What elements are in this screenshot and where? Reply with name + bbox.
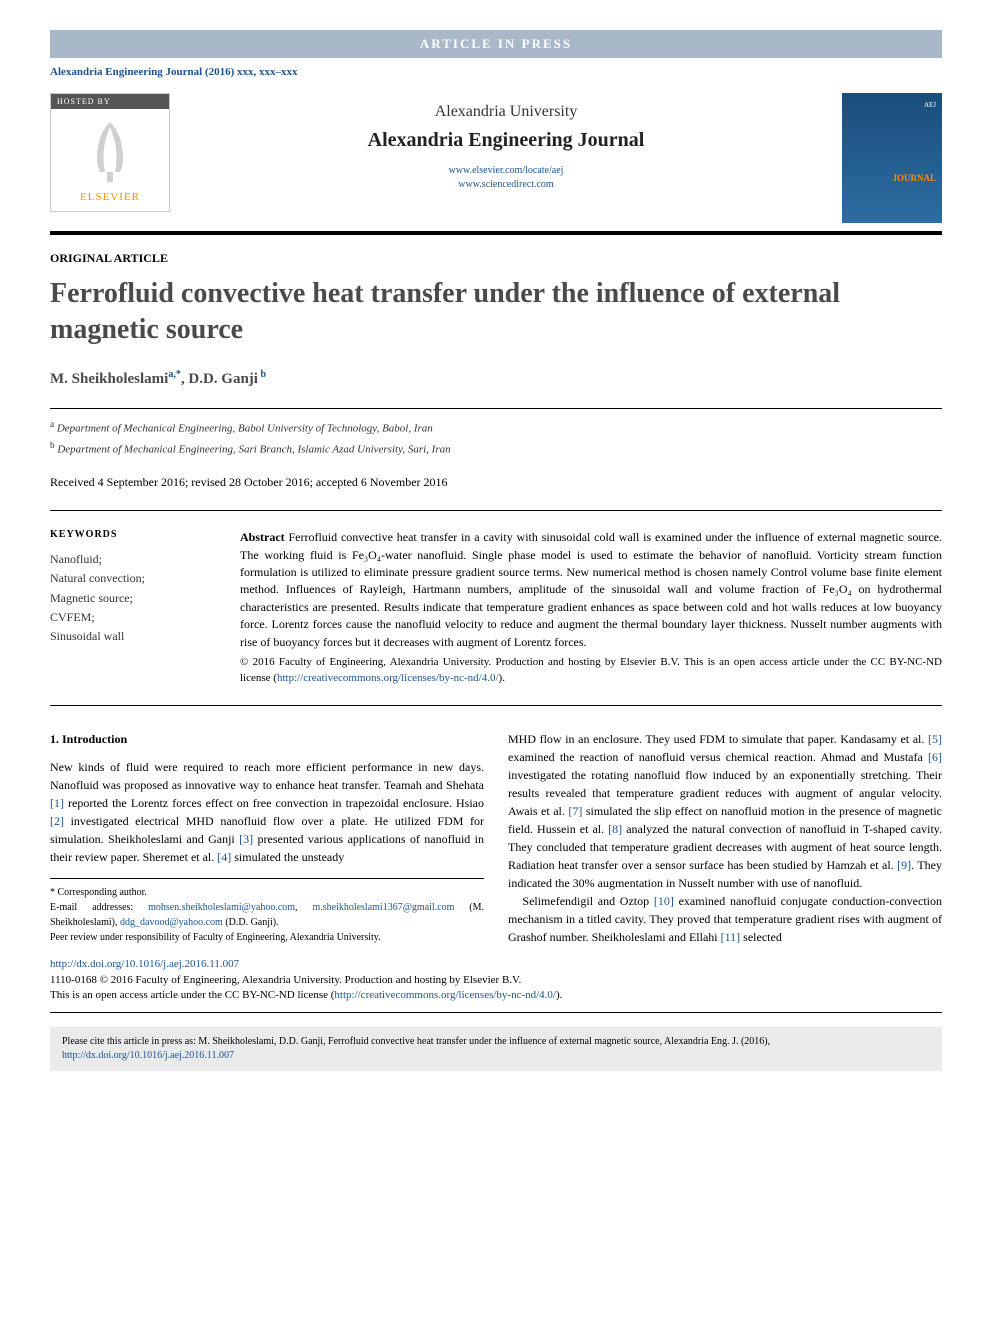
header-center: Alexandria University Alexandria Enginee… [170,93,842,202]
text: Selimefendigil and Oztop [522,894,653,908]
article-in-press-banner: ARTICLE IN PRESS [50,30,942,58]
text: MHD flow in an enclosure. They used FDM … [508,732,928,746]
keywords-heading: KEYWORDS [50,529,220,540]
body-columns: 1. Introduction New kinds of fluid were … [50,730,942,946]
ref-6[interactable]: [6] [928,750,942,764]
text: examined the reaction of nanofluid versu… [508,750,928,764]
affiliation-a: Department of Mechanical Engineering, Ba… [57,422,433,434]
corresponding-author-note: * Corresponding author. [50,885,484,900]
elsevier-name: ELSEVIER [80,191,140,203]
peer-review-note: Peer review under responsibility of Facu… [50,930,484,945]
article-title: Ferrofluid convective heat transfer unde… [50,276,942,349]
ref-5[interactable]: [5] [928,732,942,746]
publisher-box: HOSTED BY ELSEVIER [50,93,170,212]
elsevier-logo: ELSEVIER [51,109,169,211]
ref-8[interactable]: [8] [608,822,622,836]
doi-link[interactable]: http://dx.doi.org/10.1016/j.aej.2016.11.… [50,958,942,970]
intro-paragraph-1: New kinds of fluid were required to reac… [50,758,484,866]
cover-code: AEJ [924,101,936,109]
divider [50,705,942,706]
authors: M. Sheikholeslamia,*, D.D. Ganji b [50,369,942,388]
author-2: , D.D. Ganji [181,371,258,387]
abstract-block: KEYWORDS Nanofluid; Natural convection; … [50,529,942,687]
cite-text: Please cite this article in press as: M.… [62,1036,770,1047]
footer-copyright: 1110-0168 © 2016 Faculty of Engineering,… [50,973,942,1004]
intro-paragraph-3: Selimefendigil and Oztop [10] examined n… [508,892,942,946]
email-2[interactable]: m.sheikholeslami1367@gmail.com [312,902,454,913]
text: selected [740,930,782,944]
section-intro-heading: 1. Introduction [50,730,484,748]
text: , [295,902,312,913]
keywords-column: KEYWORDS Nanofluid; Natural convection; … [50,529,220,687]
abstract-copyright: © 2016 Faculty of Engineering, Alexandri… [240,655,942,687]
journal-links: www.elsevier.com/locate/aej www.scienced… [190,164,822,192]
footer-license-link[interactable]: http://creativecommons.org/licenses/by-n… [334,989,556,1001]
ref-7[interactable]: [7] [568,804,582,818]
author-1: M. Sheikholeslami [50,371,168,387]
divider-thick [50,231,942,235]
ref-1[interactable]: [1] [50,796,64,810]
article-dates: Received 4 September 2016; revised 28 Oc… [50,475,942,490]
abstract-text: Ferrofluid convective heat transfer in a… [240,530,942,648]
journal-name: Alexandria Engineering Journal [190,129,822,152]
emails-label: E-mail addresses: [50,902,148,913]
text: simulated the unsteady [231,850,344,864]
ref-9[interactable]: [9] [897,858,911,872]
divider [50,408,942,409]
hosted-by-label: HOSTED BY [51,94,169,109]
citation-box: Please cite this article in press as: M.… [50,1027,942,1071]
email-addresses: E-mail addresses: mohsen.sheikholeslami@… [50,900,484,930]
footnotes: * Corresponding author. E-mail addresses… [50,878,484,945]
university-name: Alexandria University [190,103,822,121]
journal-cover: AEJ JOURNAL [842,93,942,223]
affiliation-b: Department of Mechanical Engineering, Sa… [57,444,450,456]
ref-3[interactable]: [3] [239,832,253,846]
journal-link-elsevier[interactable]: www.elsevier.com/locate/aej [449,165,564,176]
affiliations: a Department of Mechanical Engineering, … [50,417,942,460]
elsevier-tree-icon [80,117,140,187]
author-1-affil: a, [168,369,176,380]
ref-11[interactable]: [11] [721,930,741,944]
footer-license-text: This is an open access article under the… [50,989,334,1001]
journal-header: HOSTED BY ELSEVIER Alexandria University… [50,93,942,223]
ref-10[interactable]: [10] [654,894,674,908]
journal-link-sciencedirect[interactable]: www.sciencedirect.com [458,179,553,190]
article-type: ORIGINAL ARTICLE [50,251,942,266]
text: New kinds of fluid were required to reac… [50,760,484,792]
column-right: MHD flow in an enclosure. They used FDM … [508,730,942,946]
email-3[interactable]: ddg_davood@yahoo.com [120,917,223,928]
cover-journal-text: JOURNAL [892,173,936,183]
author-2-affil: b [258,369,266,380]
keywords-list: Nanofluid; Natural convection; Magnetic … [50,550,220,646]
ref-4[interactable]: [4] [217,850,231,864]
intro-paragraph-2: MHD flow in an enclosure. They used FDM … [508,730,942,892]
abstract-label: Abstract [240,530,285,544]
text: reported the Lorentz forces effect on fr… [64,796,484,810]
divider [50,1012,942,1013]
license-close: ). [499,672,505,684]
abstract-column: Abstract Ferrofluid convective heat tran… [240,529,942,687]
footer-copy-text: 1110-0168 © 2016 Faculty of Engineering,… [50,974,521,986]
ref-2[interactable]: [2] [50,814,64,828]
citation-header: Alexandria Engineering Journal (2016) xx… [50,66,942,78]
cite-doi-link[interactable]: http://dx.doi.org/10.1016/j.aej.2016.11.… [62,1050,234,1061]
license-link[interactable]: http://creativecommons.org/licenses/by-n… [277,672,499,684]
text: ). [556,989,562,1001]
email-1[interactable]: mohsen.sheikholeslami@yahoo.com [148,902,295,913]
text: (D.D. Ganji). [223,917,279,928]
divider [50,510,942,511]
column-left: 1. Introduction New kinds of fluid were … [50,730,484,946]
